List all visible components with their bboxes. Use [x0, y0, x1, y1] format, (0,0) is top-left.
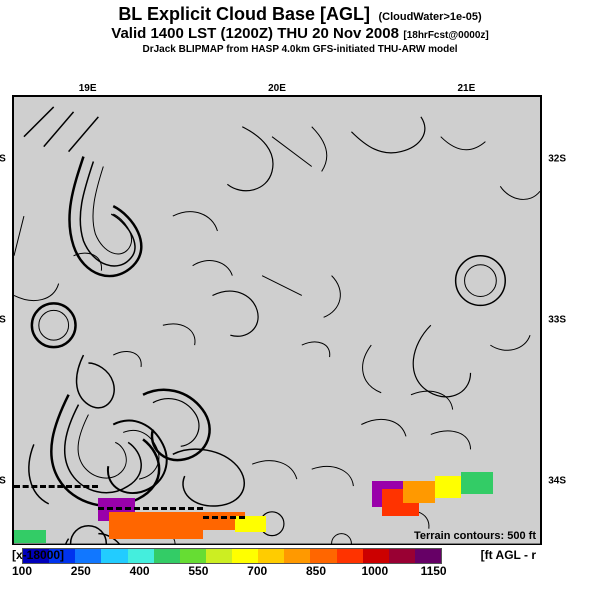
- terrain-contour-dash-2: [98, 507, 203, 510]
- lat-label-right-2: 34S: [548, 475, 566, 486]
- colorbar-gradient[interactable]: [22, 548, 442, 564]
- cb-tick-3: 550: [188, 564, 208, 578]
- cloud-base-patch-green-1: [461, 472, 493, 494]
- chart-title-main: BL Explicit Cloud Base [AGL]: [118, 4, 370, 24]
- lon-label-0: 19E: [79, 83, 97, 94]
- chart-subtitle-main: Valid 1400 LST (1200Z) THU 20 Nov 2008: [111, 25, 399, 42]
- colorbar-right-label: [ft AGL - r: [481, 548, 536, 562]
- lon-label-2: 21E: [457, 83, 475, 94]
- colorbar-left-label: [x-18000]: [12, 548, 64, 562]
- lat-label-right-0: 32S: [548, 154, 566, 165]
- terrain-contours-note: Terrain contours: 500 ft: [414, 530, 536, 542]
- cb-tick-0: 100: [12, 564, 32, 578]
- chart-subtitle-sub: [18hrFcst@0000z]: [403, 30, 488, 41]
- title-block: BL Explicit Cloud Base [AGL] (CloudWater…: [0, 0, 600, 55]
- cloud-base-patch-orange-2: [109, 512, 204, 539]
- chart-title-sub: (CloudWater>1e-05): [378, 11, 481, 23]
- cb-tick-7: 1150: [421, 564, 447, 578]
- cb-tick-6: 1000: [361, 564, 388, 578]
- lon-label-1: 20E: [268, 83, 286, 94]
- lat-label-left-0: 32S: [0, 154, 6, 165]
- map-panel[interactable]: 19E 20E 21E 32S 33S 34S 32S 33S 34S: [12, 95, 542, 545]
- cb-tick-2: 400: [130, 564, 150, 578]
- cloud-base-patch-green-2: [14, 530, 46, 543]
- colorbar-ticks: 100 250 400 550 700 850 1000 1150: [22, 564, 442, 578]
- cloud-base-patch-orange-1: [403, 481, 435, 503]
- colorbar-section: [x-18000] Terrain contours: 500 ft [ft A…: [12, 548, 542, 578]
- cb-tick-4: 700: [247, 564, 267, 578]
- chart-attribution: DrJack BLIPMAP from HASP 4.0km GFS-initi…: [0, 44, 600, 55]
- lat-label-right-1: 33S: [548, 315, 566, 326]
- cb-tick-1: 250: [71, 564, 91, 578]
- terrain-contour-dash-1: [14, 485, 98, 488]
- terrain-contour-dash-3: [203, 516, 245, 519]
- cloud-base-patch-yellow: [435, 476, 461, 498]
- lat-label-left-1: 33S: [0, 315, 6, 326]
- cb-tick-5: 850: [306, 564, 326, 578]
- lat-label-left-2: 34S: [0, 475, 6, 486]
